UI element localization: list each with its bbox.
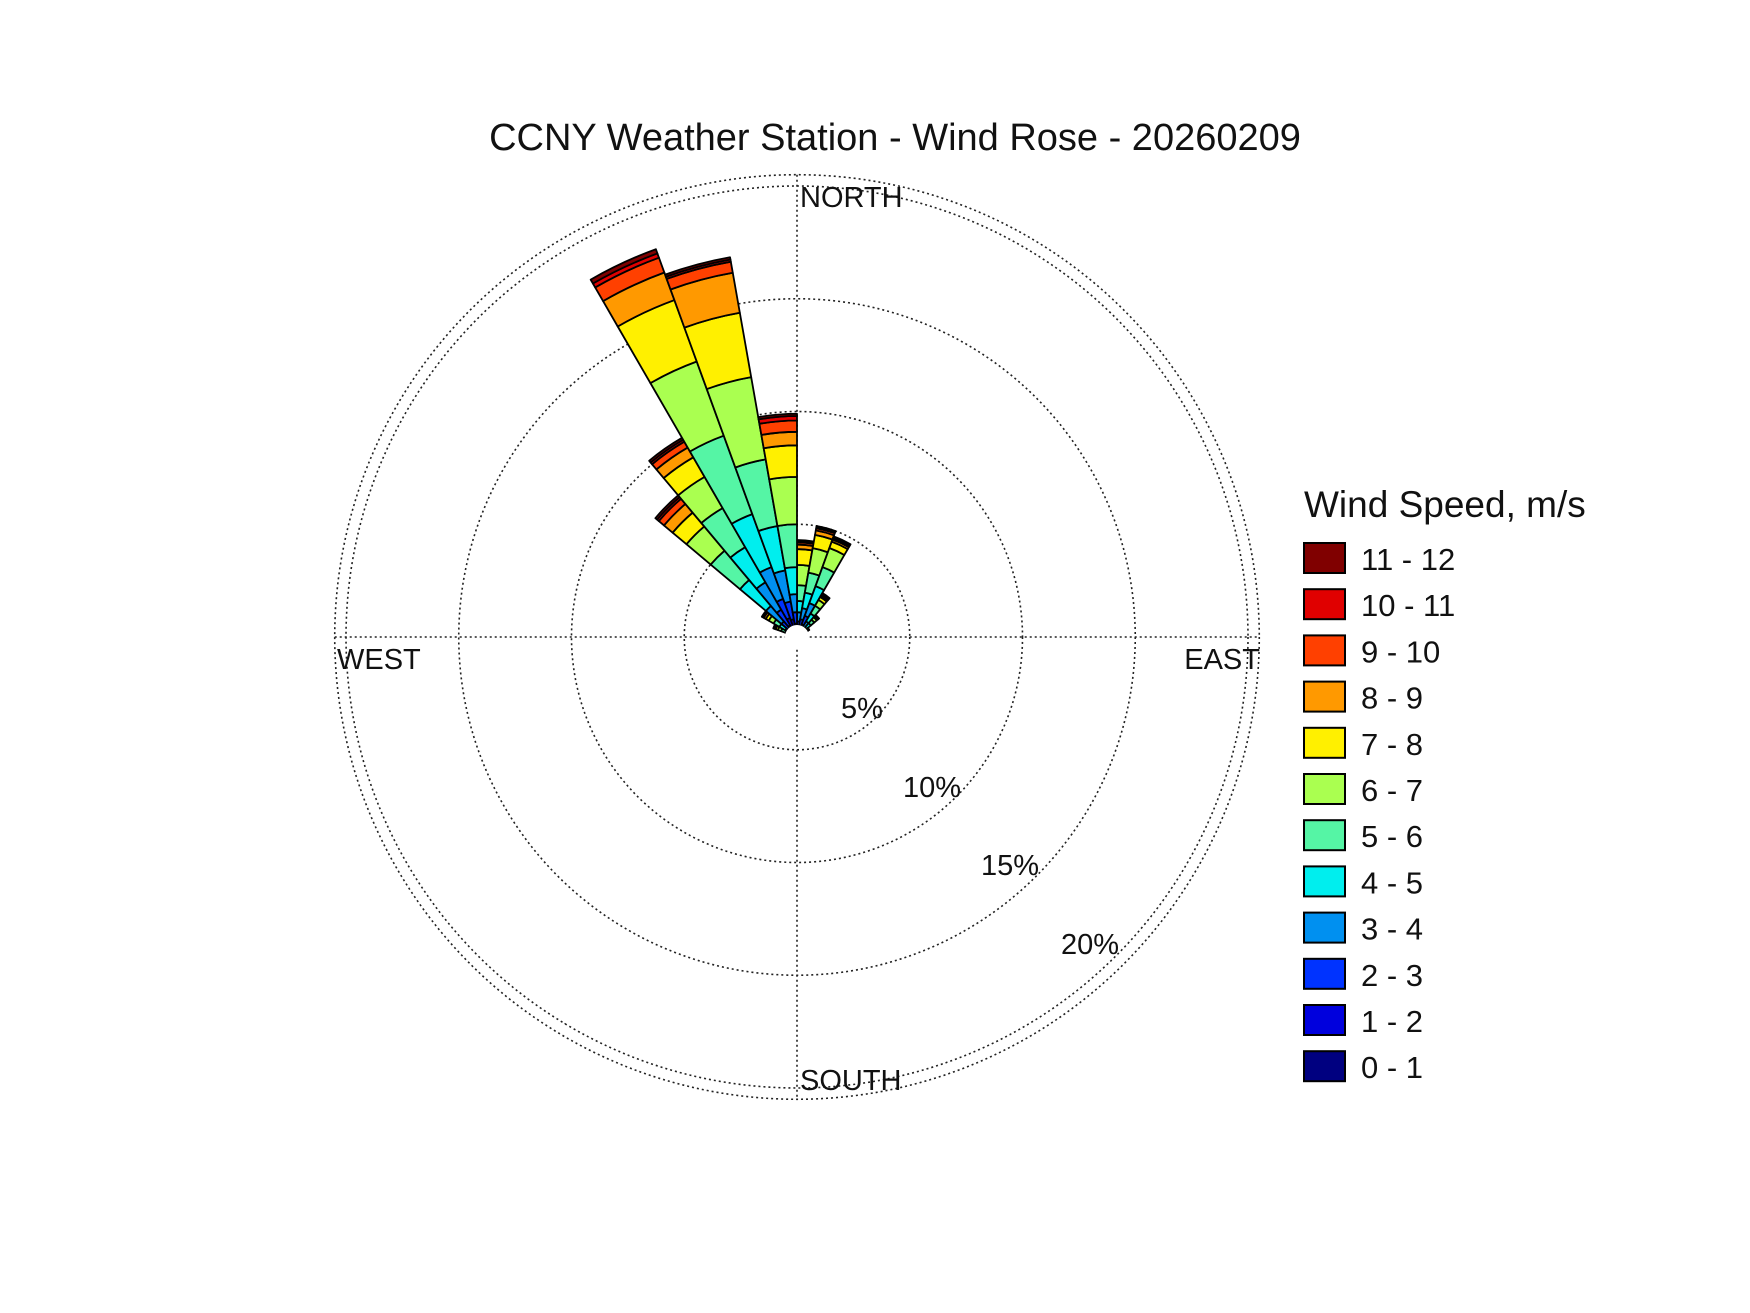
- sector-355-bin-7: [762, 444, 798, 481]
- legend-swatch-0: [1303, 1050, 1346, 1083]
- legend-swatch-3: [1303, 911, 1346, 944]
- sector-55-bin-11: [806, 626, 811, 631]
- legend-label-10: 10 - 11: [1361, 588, 1455, 623]
- legend-label-1: 1 - 2: [1361, 1004, 1423, 1039]
- legend-label-9: 9 - 10: [1361, 634, 1440, 669]
- legend-swatch-6: [1303, 773, 1346, 805]
- legend-label-3: 3 - 4: [1361, 912, 1423, 947]
- legend-swatch-2: [1303, 957, 1346, 990]
- legend-swatch-1: [1303, 1004, 1346, 1036]
- grid-ring-outer: [333, 173, 1261, 1101]
- legend-swatch-9: [1303, 634, 1346, 667]
- sector-355-bin-11: [757, 412, 798, 421]
- radial-tick-label-10: 10%: [903, 772, 961, 804]
- direction-label-north: NORTH: [800, 182, 903, 214]
- legend-swatch-5: [1303, 819, 1346, 852]
- legend-label-0: 0 - 1: [1361, 1050, 1423, 1085]
- legend-label-7: 7 - 8: [1361, 727, 1423, 762]
- grid-ring-10: [570, 410, 1024, 864]
- legend-label-8: 8 - 9: [1361, 681, 1423, 716]
- legend-swatch-7: [1303, 726, 1346, 759]
- legend-label-2: 2 - 3: [1361, 958, 1423, 993]
- polar-grid: [333, 173, 1261, 1101]
- chart-title: CCNY Weather Station - Wind Rose - 20260…: [489, 117, 1301, 159]
- legend-swatch-11: [1303, 542, 1346, 574]
- direction-label-east: EAST: [1184, 644, 1260, 676]
- sector-35-bin-11: [820, 592, 831, 600]
- direction-label-west: WEST: [337, 644, 421, 676]
- sector-45-bin-11: [814, 613, 821, 620]
- center-calm-circle: [785, 625, 809, 649]
- legend-swatch-10: [1303, 588, 1346, 621]
- legend-swatch-8: [1303, 680, 1346, 713]
- legend-label-4: 4 - 5: [1361, 865, 1423, 900]
- legend-label-6: 6 - 7: [1361, 773, 1423, 808]
- legend-label-5: 5 - 6: [1361, 819, 1423, 854]
- legend-swatch-4: [1303, 865, 1346, 898]
- radial-tick-label-5: 5%: [841, 693, 883, 725]
- direction-label-south: SOUTH: [800, 1065, 902, 1097]
- sector-335-bin-11: [589, 248, 659, 285]
- legend-label-11: 11 - 12: [1361, 542, 1455, 577]
- radial-tick-label-20: 20%: [1061, 929, 1119, 961]
- sector-15-bin-11: [815, 525, 837, 534]
- legend-title: Wind Speed, m/s: [1304, 484, 1586, 525]
- sector-345-bin-11: [664, 256, 732, 278]
- radial-tick-label-15: 15%: [981, 850, 1039, 882]
- legend: 11 - 12 10 - 11 9 - 10 8 - 9 7 - 8 6 - 7 5 - 6…: [1303, 542, 1455, 1085]
- sector-25-bin-11: [832, 535, 852, 547]
- wind-sectors: [589, 248, 852, 643]
